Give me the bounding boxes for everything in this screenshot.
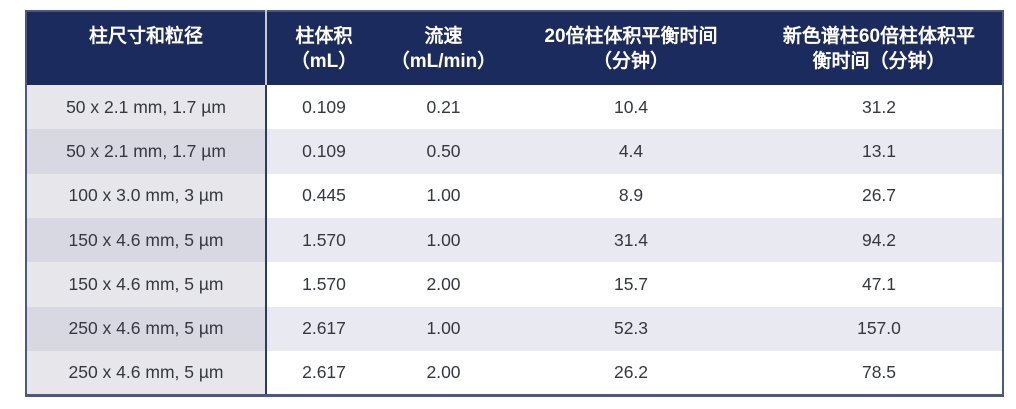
flow-rate-cell: 1.00 xyxy=(381,306,506,352)
header-flow-rate: 流速 （mL/min） xyxy=(381,11,506,85)
equil-60cv-cell: 31.2 xyxy=(756,85,1003,130)
column-equilibration-table-container: 柱尺寸和粒径 柱体积 （mL） 流速 （mL/min） 20倍柱体积平衡时间 （… xyxy=(25,10,1004,397)
equil-20cv-cell: 8.9 xyxy=(506,173,756,219)
equil-60cv-cell: 13.1 xyxy=(756,129,1003,174)
table-header: 柱尺寸和粒径 柱体积 （mL） 流速 （mL/min） 20倍柱体积平衡时间 （… xyxy=(26,11,1003,85)
table-row: 50 x 2.1 mm, 1.7 µm 0.109 0.50 4.4 13.1 xyxy=(26,129,1003,174)
column-size-cell: 100 x 3.0 mm, 3 µm xyxy=(26,173,267,219)
equil-60cv-cell: 26.7 xyxy=(756,173,1003,219)
column-size-cell: 250 x 4.6 mm, 5 µm xyxy=(26,351,267,396)
flow-rate-cell: 0.21 xyxy=(381,85,506,130)
header-column-size: 柱尺寸和粒径 xyxy=(26,11,267,85)
flow-rate-cell: 1.00 xyxy=(381,173,506,219)
header-row: 柱尺寸和粒径 柱体积 （mL） 流速 （mL/min） 20倍柱体积平衡时间 （… xyxy=(26,11,1003,85)
flow-rate-cell: 1.00 xyxy=(381,218,506,263)
table-row: 150 x 4.6 mm, 5 µm 1.570 1.00 31.4 94.2 xyxy=(26,218,1003,263)
column-volume-cell: 0.109 xyxy=(266,129,381,174)
table-row: 50 x 2.1 mm, 1.7 µm 0.109 0.21 10.4 31.2 xyxy=(26,85,1003,130)
equil-60cv-cell: 47.1 xyxy=(756,262,1003,307)
flow-rate-cell: 0.50 xyxy=(381,129,506,174)
column-volume-cell: 1.570 xyxy=(266,218,381,263)
flow-rate-cell: 2.00 xyxy=(381,351,506,396)
header-column-volume: 柱体积 （mL） xyxy=(266,11,381,85)
header-equil-time-60cv: 新色谱柱60倍柱体积平 衡时间（分钟） xyxy=(756,11,1003,85)
column-equilibration-table: 柱尺寸和粒径 柱体积 （mL） 流速 （mL/min） 20倍柱体积平衡时间 （… xyxy=(25,10,1004,397)
column-volume-cell: 1.570 xyxy=(266,262,381,307)
table-row: 150 x 4.6 mm, 5 µm 1.570 2.00 15.7 47.1 xyxy=(26,262,1003,307)
column-size-cell: 50 x 2.1 mm, 1.7 µm xyxy=(26,129,267,174)
table-row: 250 x 4.6 mm, 5 µm 2.617 1.00 52.3 157.0 xyxy=(26,306,1003,352)
equil-20cv-cell: 31.4 xyxy=(506,218,756,263)
column-volume-cell: 2.617 xyxy=(266,306,381,352)
column-volume-cell: 0.445 xyxy=(266,173,381,219)
equil-60cv-cell: 157.0 xyxy=(756,306,1003,352)
column-size-cell: 150 x 4.6 mm, 5 µm xyxy=(26,218,267,263)
column-size-cell: 150 x 4.6 mm, 5 µm xyxy=(26,262,267,307)
equil-20cv-cell: 4.4 xyxy=(506,129,756,174)
table-body: 50 x 2.1 mm, 1.7 µm 0.109 0.21 10.4 31.2… xyxy=(26,85,1003,396)
header-equil-time-20cv: 20倍柱体积平衡时间 （分钟） xyxy=(506,11,756,85)
flow-rate-cell: 2.00 xyxy=(381,262,506,307)
equil-20cv-cell: 52.3 xyxy=(506,306,756,352)
table-row: 100 x 3.0 mm, 3 µm 0.445 1.00 8.9 26.7 xyxy=(26,173,1003,219)
equil-20cv-cell: 15.7 xyxy=(506,262,756,307)
column-volume-cell: 0.109 xyxy=(266,85,381,130)
column-size-cell: 50 x 2.1 mm, 1.7 µm xyxy=(26,85,267,130)
equil-60cv-cell: 94.2 xyxy=(756,218,1003,263)
table-row: 250 x 4.6 mm, 5 µm 2.617 2.00 26.2 78.5 xyxy=(26,351,1003,396)
column-volume-cell: 2.617 xyxy=(266,351,381,396)
equil-20cv-cell: 10.4 xyxy=(506,85,756,130)
equil-20cv-cell: 26.2 xyxy=(506,351,756,396)
column-size-cell: 250 x 4.6 mm, 5 µm xyxy=(26,306,267,352)
equil-60cv-cell: 78.5 xyxy=(756,351,1003,396)
